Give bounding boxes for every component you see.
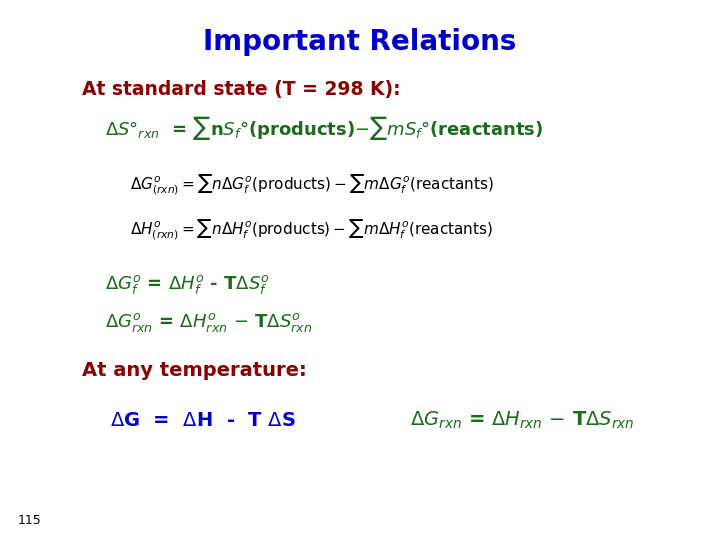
- Text: $\Delta G^o_{(rxn)} = \sum n\Delta G^o_f\mathrm{(products)}-\sum m\Delta G^o_f\m: $\Delta G^o_{(rxn)} = \sum n\Delta G^o_f…: [130, 173, 494, 197]
- Text: 115: 115: [18, 514, 42, 526]
- Text: At any temperature:: At any temperature:: [82, 361, 307, 380]
- Text: $\Delta H^o_{(rxn)} = \sum n\Delta H^o_f\mathrm{(products)}-\sum m\Delta H^o_f\m: $\Delta H^o_{(rxn)} = \sum n\Delta H^o_f…: [130, 218, 493, 242]
- Text: At standard state (T = 298 K):: At standard state (T = 298 K):: [82, 80, 400, 99]
- Text: $\Delta$G  =  $\Delta$H  -  T $\Delta$S: $\Delta$G = $\Delta$H - T $\Delta$S: [110, 410, 296, 429]
- Text: $\Delta S°_{rxn}$  = $\sum$n$S_f°$(products)$-\sum m S_f°$(reactants): $\Delta S°_{rxn}$ = $\sum$n$S_f°$(produc…: [105, 114, 544, 142]
- Text: $\Delta G^o_{rxn}$ = $\Delta H^o_{rxn}$ $-$ T$\Delta S^o_{rxn}$: $\Delta G^o_{rxn}$ = $\Delta H^o_{rxn}$ …: [105, 312, 312, 334]
- Text: $\Delta G_f^o$ = $\Delta H_f^o$ - T$\Delta S_f^o$: $\Delta G_f^o$ = $\Delta H_f^o$ - T$\Del…: [105, 273, 270, 296]
- Text: Important Relations: Important Relations: [203, 28, 517, 56]
- Text: $\Delta G_{rxn}$ = $\Delta H_{rxn}$ $-$ T$\Delta S_{rxn}$: $\Delta G_{rxn}$ = $\Delta H_{rxn}$ $-$ …: [410, 409, 634, 431]
